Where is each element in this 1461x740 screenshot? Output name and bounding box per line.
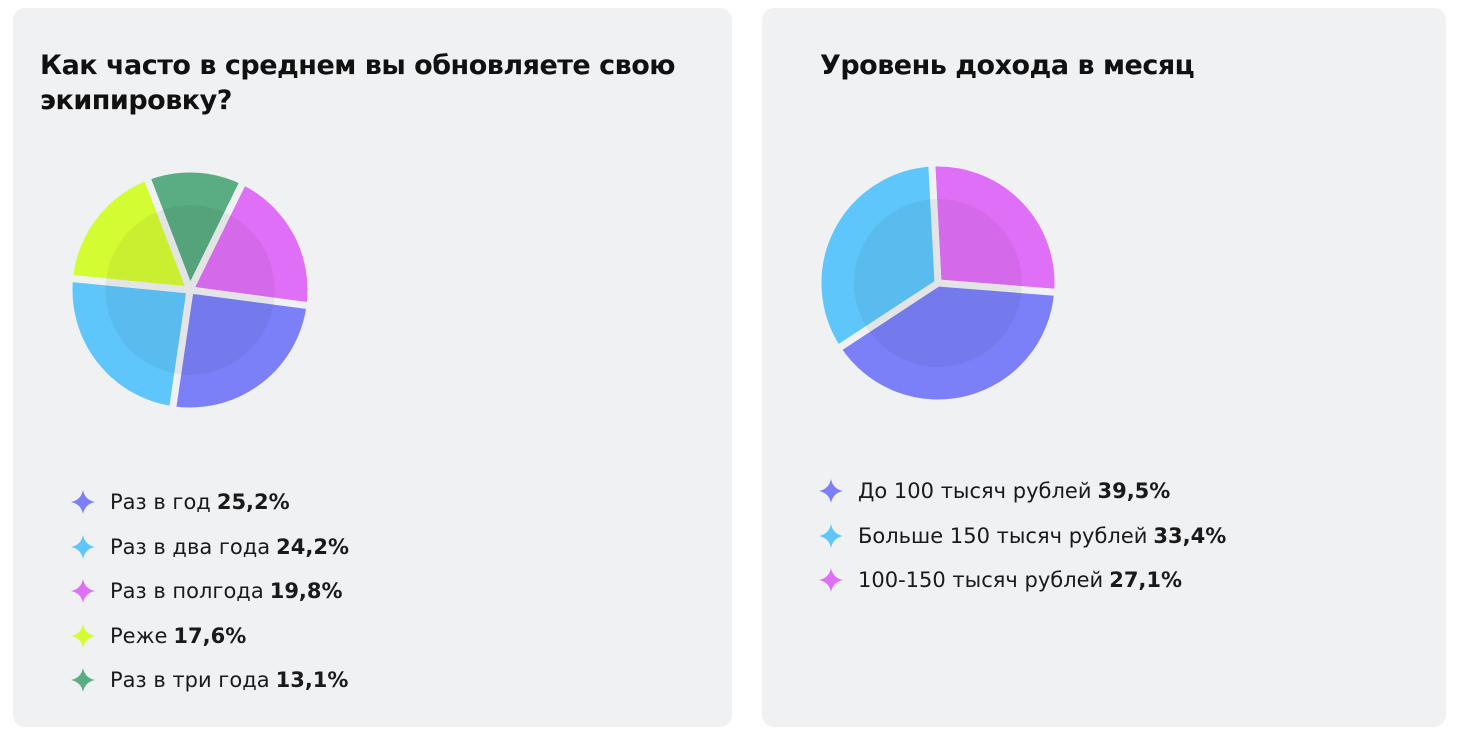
legend-star [819, 523, 843, 548]
legend-label: До 100 тысяч рублей [858, 479, 1092, 504]
pie-slice [186, 177, 315, 310]
chart-title: Как часто в среднем вы обновляете свою э… [40, 50, 676, 116]
pie-slice [143, 165, 247, 294]
star-shape [71, 668, 95, 693]
star-shape [71, 623, 95, 648]
pie-inner-shade [854, 199, 1022, 367]
legend: Раз в год 25,2% Раз в два года 24,2% Раз в п… [70, 480, 349, 703]
pie-slice [66, 173, 194, 294]
legend-item: Раз в два года 24,2% [70, 525, 349, 570]
legend-item: Больше 150 тысяч рублей 33,4% [818, 514, 1226, 559]
pie-slice [65, 274, 194, 414]
legend-item: Раз в три года 13,1% [70, 658, 349, 703]
legend-value: 33,4% [1153, 523, 1227, 548]
legend-value: 27,1% [1109, 568, 1183, 593]
chart-title: Уровень дохода в месяц [820, 50, 1195, 81]
pie-slice [928, 159, 1062, 297]
legend-label: Раз в два года [110, 534, 271, 559]
chart-panel: Уровень дохода в месяц До 100 тысяч рубл… [762, 8, 1446, 727]
legend-label: 100-150 тысяч рублей [858, 568, 1104, 593]
star-shape [819, 479, 843, 504]
legend-star [819, 568, 843, 593]
legend-star [71, 490, 95, 515]
legend-item: Реже 17,6% [70, 614, 349, 659]
legend-item: Раз в полгода 19,8% [70, 569, 349, 614]
legend-item: 100-150 тысяч рублей 27,1% [818, 558, 1226, 603]
legend-star [71, 668, 95, 693]
legend-item: Раз в год 25,2% [70, 480, 349, 525]
legend-star [71, 534, 95, 559]
star-shape [71, 534, 95, 559]
legend-item: До 100 тысяч рублей 39,5% [818, 469, 1226, 514]
legend: До 100 тысяч рублей 39,5% Больше 150 тысяч… [818, 469, 1226, 603]
pie-inner-shade [105, 205, 275, 375]
star-shape [819, 568, 843, 593]
legend-label: Реже [110, 623, 168, 648]
chart-panel: Как часто в среднем вы обновляете свою э… [13, 8, 732, 727]
legend-star [71, 579, 95, 604]
pie-chart [814, 159, 1062, 407]
legend-value: 19,8% [269, 579, 343, 604]
star-shape [71, 490, 95, 515]
star-shape [71, 579, 95, 604]
pie-slice [814, 159, 942, 353]
pie-chart [65, 165, 315, 415]
legend-star [819, 479, 843, 504]
legend-value: 17,6% [173, 623, 247, 648]
star-shape [819, 523, 843, 548]
legend-label: Больше 150 тысяч рублей [858, 523, 1148, 548]
legend-value: 25,2% [216, 490, 290, 515]
legend-label: Раз в три года [110, 668, 270, 693]
legend-value: 13,1% [275, 668, 349, 693]
legend-value: 24,2% [276, 534, 349, 559]
legend-label: Раз в год [110, 490, 211, 515]
legend-star [71, 623, 95, 648]
pie-slice [168, 286, 314, 415]
legend-label: Раз в полгода [110, 579, 264, 604]
legend-value: 39,5% [1097, 479, 1171, 504]
